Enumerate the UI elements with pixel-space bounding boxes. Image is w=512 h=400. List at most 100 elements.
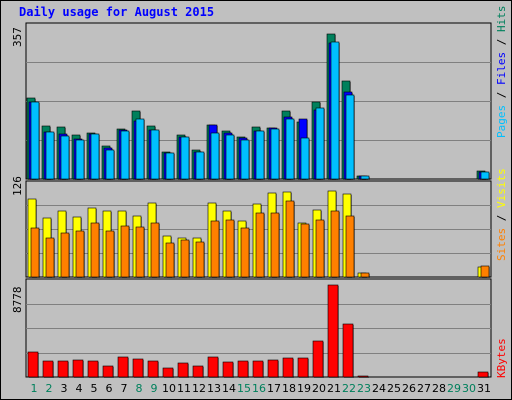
hits-panel-max-label: 357	[11, 27, 24, 47]
day-label: 10	[162, 382, 176, 395]
sites-bar-day-1	[30, 227, 40, 278]
kbytes-panel-max-label: 8778	[11, 286, 24, 314]
kbytes-panel-legend: KBytes	[495, 338, 508, 378]
legend-sites: Sites	[495, 227, 508, 261]
sites-bar-day-31	[480, 265, 490, 278]
kbytes-bar-day-1	[27, 351, 39, 378]
sites-bar-day-2	[45, 237, 55, 278]
kbytes-bar-day-31	[477, 371, 489, 378]
kbytes-bar-day-22	[342, 323, 354, 378]
kbytes-bar-day-13	[207, 356, 219, 378]
kbytes-bar-day-10	[162, 367, 174, 378]
day-label: 5	[90, 382, 98, 395]
pages-bar-day-3	[60, 135, 70, 180]
pages-bar-day-16	[255, 130, 265, 180]
kbytes-bar-day-17	[267, 359, 279, 378]
day-label: 3	[60, 382, 68, 395]
pages-bar-day-17	[270, 128, 280, 180]
day-label: 1	[30, 382, 38, 395]
day-label: 22	[342, 382, 356, 395]
pages-bar-day-12	[195, 151, 205, 180]
pages-bar-day-13	[210, 132, 220, 180]
sites-bar-day-20	[315, 219, 325, 278]
kbytes-bar-day-11	[177, 362, 189, 378]
chart-title: Daily usage for August 2015	[19, 5, 215, 19]
day-label: 4	[75, 382, 83, 395]
kbytes-bar-day-7	[117, 356, 129, 378]
pages-bar-day-2	[45, 131, 55, 180]
sites-bar-day-17	[270, 212, 280, 278]
pages-bar-day-10	[165, 152, 175, 180]
sites-bar-day-9	[150, 222, 160, 278]
pages-bar-day-4	[75, 139, 85, 180]
day-label: 11	[177, 382, 191, 395]
kbytes-bar-day-6	[102, 365, 114, 378]
hits-panel-legend: Pages / Files / Hits	[495, 6, 508, 139]
kbytes-bar-day-8	[132, 358, 144, 378]
day-label: 25	[387, 382, 401, 395]
day-label: 27	[417, 382, 431, 395]
kbytes-bar-day-18	[282, 357, 294, 378]
day-label: 16	[252, 382, 266, 395]
sites-bar-day-21	[330, 210, 340, 278]
kbytes-bar-day-3	[57, 360, 69, 378]
day-label: 24	[372, 382, 386, 395]
pages-bar-day-6	[105, 149, 115, 180]
pages-bar-day-8	[135, 118, 145, 180]
day-label: 23	[357, 382, 371, 395]
pages-bar-day-15	[240, 139, 250, 180]
sites-bar-day-22	[345, 215, 355, 278]
sites-bar-day-12	[195, 241, 205, 278]
pages-bar-day-31	[480, 171, 490, 180]
pages-bar-day-14	[225, 134, 235, 180]
sites-bar-day-14	[225, 219, 235, 278]
pages-bar-day-7	[120, 130, 130, 180]
kbytes-bar-day-9	[147, 360, 159, 378]
kbytes-bar-day-12	[192, 365, 204, 378]
day-label: 2	[45, 382, 53, 395]
legend-pages: Pages	[495, 104, 508, 138]
visits-panel-max-label: 126	[11, 176, 24, 196]
kbytes-bar-day-2	[42, 360, 54, 378]
pages-bar-day-1	[30, 101, 40, 180]
legend-sep: /	[495, 85, 508, 105]
kbytes-bar-day-21	[327, 284, 339, 378]
visits-panel-legend: Sites / Visits	[495, 168, 508, 261]
pages-bar-day-22	[345, 94, 355, 180]
day-label: 6	[105, 382, 113, 395]
sites-bar-day-16	[255, 212, 265, 278]
pages-bar-day-21	[330, 41, 340, 180]
kbytes-bar-day-15	[237, 360, 249, 378]
kbytes-bar-day-23-shadow	[359, 377, 369, 378]
day-label: 26	[402, 382, 416, 395]
sites-bar-day-10	[165, 242, 175, 278]
day-label: 12	[192, 382, 206, 395]
day-label: 29	[447, 382, 461, 395]
legend-kbytes: KBytes	[495, 338, 508, 378]
day-label: 13	[207, 382, 221, 395]
sites-bar-day-15	[240, 227, 250, 278]
legend-sep: /	[495, 208, 508, 228]
day-label: 18	[282, 382, 296, 395]
legend-sep: /	[495, 32, 508, 52]
kbytes-bar-day-5	[87, 360, 99, 378]
day-label: 9	[150, 382, 158, 395]
kbytes-bar-day-4	[72, 359, 84, 378]
kbytes-bar-day-14	[222, 361, 234, 378]
day-label: 15	[237, 382, 251, 395]
day-label: 20	[312, 382, 326, 395]
pages-bar-day-23	[360, 175, 370, 180]
day-label: 14	[222, 382, 236, 395]
legend-hits: Hits	[495, 5, 508, 33]
day-label: 19	[297, 382, 311, 395]
sites-bar-day-18	[285, 200, 295, 278]
kbytes-bar-day-20	[312, 340, 324, 378]
pages-bar-day-9	[150, 129, 160, 180]
kbytes-bar-day-19	[297, 357, 309, 378]
day-label: 8	[135, 382, 143, 395]
pages-bar-day-19	[300, 137, 310, 180]
legend-visits: Visits	[495, 168, 508, 208]
pages-bar-day-5	[90, 133, 100, 180]
